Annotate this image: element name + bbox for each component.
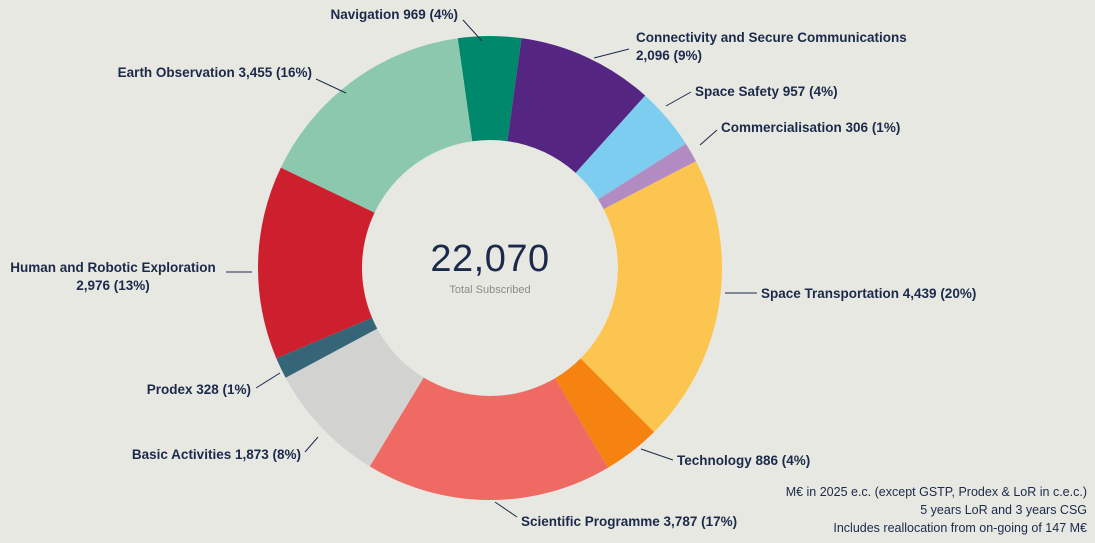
leader-line-prodex xyxy=(255,372,281,389)
slice-label-space-safety: Space Safety 957 (4%) xyxy=(695,84,838,99)
footnotes: M€ in 2025 e.c. (except GSTP, Prodex & L… xyxy=(786,483,1087,537)
slice-label-earth-observation: Earth Observation 3,455 (16%) xyxy=(117,65,312,80)
slice-label-space-transportation: Space Transportation 4,439 (20%) xyxy=(761,286,977,301)
donut-slice-space-safety[interactable] xyxy=(575,95,686,200)
leader-line-connectivity xyxy=(593,48,630,59)
leader-line-basic-activities xyxy=(304,436,319,453)
leader-line-commercialisation xyxy=(699,129,718,146)
leader-line-earth-observation xyxy=(315,78,347,94)
donut-slice-commercialisation[interactable] xyxy=(598,143,696,210)
donut-slice-earth-observation[interactable] xyxy=(280,38,473,213)
donut-slice-human-robotic-exploration[interactable] xyxy=(258,167,375,359)
footnote-line-3: Includes reallocation from on-going of 1… xyxy=(833,521,1087,535)
donut-slice-connectivity[interactable] xyxy=(507,38,646,173)
slice-label-prodex: Prodex 328 (1%) xyxy=(146,382,251,397)
slice-label-commercialisation: Commercialisation 306 (1%) xyxy=(721,120,901,135)
slice-label-human-robotic-exploration: Human and Robotic Exploration 2,976 (13%) xyxy=(10,260,216,293)
footnote-line-2: 5 years LoR and 3 years CSG xyxy=(920,503,1087,517)
donut-slice-basic-activities[interactable] xyxy=(285,328,424,467)
slice-label-connectivity: Connectivity and Secure Communications 2,… xyxy=(636,30,907,63)
slice-label-navigation: Navigation 969 (4%) xyxy=(330,7,458,22)
donut-slice-prodex[interactable] xyxy=(276,317,378,378)
leader-line-space-safety xyxy=(665,91,692,107)
leader-line-navigation xyxy=(462,19,483,42)
leader-line-technology xyxy=(640,448,674,461)
donut-slice-space-transportation[interactable] xyxy=(580,161,723,433)
footnote-line-1: M€ in 2025 e.c. (except GSTP, Prodex & L… xyxy=(785,485,1087,499)
donut-slice-navigation[interactable] xyxy=(457,36,522,142)
slice-label-scientific-programme: Scientific Programme 3,787 (17%) xyxy=(521,514,738,529)
donut-slice-scientific-programme[interactable] xyxy=(369,377,608,500)
slice-label-technology: Technology 886 (4%) xyxy=(677,453,811,468)
donut-slice-technology[interactable] xyxy=(555,358,655,468)
leader-line-scientific-programme xyxy=(494,501,518,518)
slice-label-basic-activities: Basic Activities 1,873 (8%) xyxy=(131,447,301,462)
